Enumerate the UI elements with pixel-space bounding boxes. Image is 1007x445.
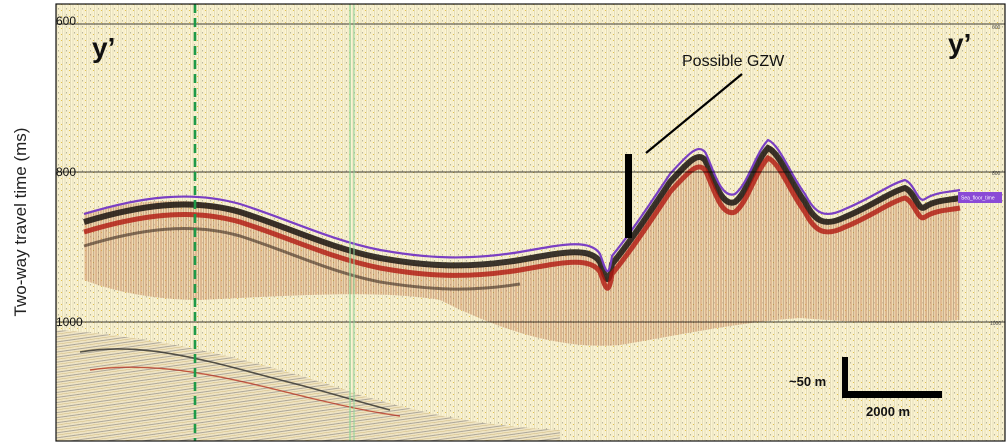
tick-label-right-600: 600 [992, 25, 1001, 31]
seafloor-band-dark [83, 144, 961, 283]
seafloor-band-red [83, 155, 961, 291]
horizontal-scale-label: 2000 m [866, 404, 910, 419]
profile-end-label-right: y’ [948, 28, 971, 59]
vertical-scale-label: ~50 m [789, 374, 826, 389]
panel-frame [55, 3, 1006, 442]
tick-label-600: 600 [56, 14, 76, 28]
tick-label-800: 800 [56, 165, 76, 179]
horizontal-scale-bar [842, 391, 942, 398]
deep-reflector-zone [56, 330, 560, 441]
seafloor-band-lower [83, 227, 521, 291]
tick-label-right-800: 800 [992, 171, 1001, 177]
tick-label-1000: 1000 [56, 315, 83, 329]
profile-end-label-left: y’ [92, 32, 115, 63]
y-axis-label: Two-way travel time (ms) [11, 128, 30, 317]
seafloor-horizon-pick [83, 138, 961, 273]
gzw-extent-bar [625, 154, 632, 238]
tick-label-right-1000: 1000 [990, 321, 1001, 327]
horizon-tag-label: Sea_floor_time [961, 196, 995, 202]
deep-reflector-2 [89, 366, 401, 417]
horizon-tag-box [958, 192, 1002, 203]
vertical-scale-bar [842, 357, 848, 397]
gzw-annotation-label: Possible GZW [682, 53, 785, 70]
gzw-leader-line [645, 73, 743, 154]
